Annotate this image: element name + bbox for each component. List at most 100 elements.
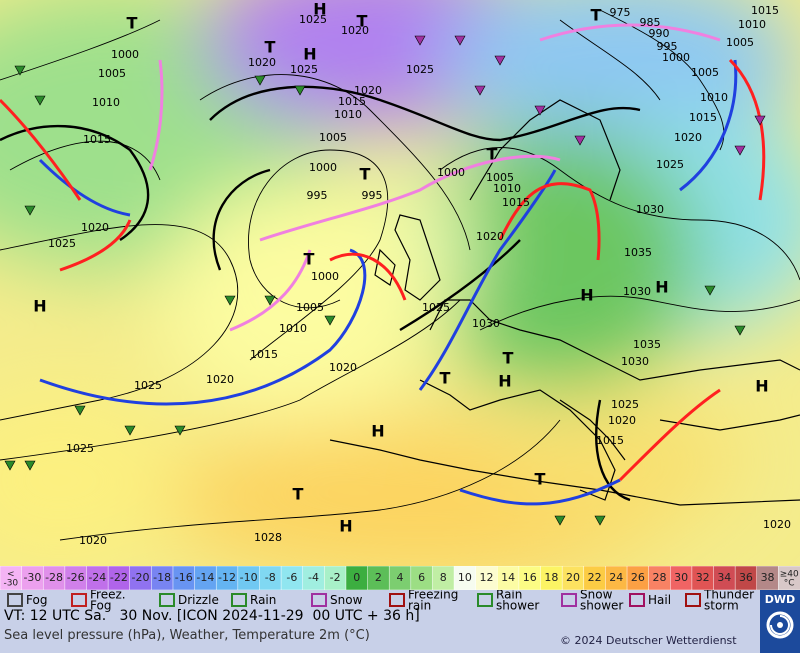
weather-symbol <box>294 85 306 96</box>
scale-label: 26 <box>631 571 645 584</box>
weather-symbol <box>494 55 506 66</box>
pressure-label: 1035 <box>624 246 652 259</box>
pressure-center: T <box>127 14 138 33</box>
pressure-center: T <box>293 485 304 504</box>
pressure-label: 1030 <box>636 203 664 216</box>
scale-label: -24 <box>88 571 106 584</box>
scale-label: 36 <box>739 571 753 584</box>
pressure-label: 1030 <box>621 355 649 368</box>
pressure-label: 1020 <box>608 414 636 427</box>
color-scale: < -30 -30 -28 -26 -24 -22 -20 -18 -16 -14 -12 -10 -8-… <box>0 566 800 590</box>
pressure-label: 1025 <box>299 13 327 26</box>
pressure-label: 1010 <box>493 182 521 195</box>
pressure-label: 1020 <box>341 24 369 37</box>
weather-symbol <box>324 315 336 326</box>
pressure-center: T <box>360 165 371 184</box>
pressure-center: T <box>265 38 276 57</box>
pressure-center: H <box>498 372 511 391</box>
scale-label: 22 <box>588 571 602 584</box>
legend-icon <box>477 593 493 607</box>
scale-label: -16 <box>175 571 193 584</box>
scale-label: -26 <box>67 571 85 584</box>
weather-symbol <box>574 135 586 146</box>
description: Sea level pressure (hPa), Weather, Tempe… <box>4 628 370 643</box>
scale-label: 8 <box>440 571 447 584</box>
scale-label: -8 <box>265 571 276 584</box>
weather-symbol <box>124 425 136 436</box>
weather-symbol <box>24 460 36 471</box>
scale-label: 32 <box>696 571 710 584</box>
legend-icon <box>629 593 645 607</box>
pressure-label: 1020 <box>248 56 276 69</box>
pressure-label: 1025 <box>406 63 434 76</box>
scale-label: 18 <box>544 571 558 584</box>
scale-label: 4 <box>397 571 404 584</box>
scale-label: -20 <box>132 571 150 584</box>
pressure-label: 1005 <box>319 131 347 144</box>
pressure-label: 1025 <box>48 237 76 250</box>
weather-symbol <box>24 205 36 216</box>
pressure-label: 1005 <box>98 67 126 80</box>
scale-label: 28 <box>652 571 666 584</box>
pressure-center: T <box>304 250 315 269</box>
legend-icon <box>159 593 175 607</box>
pressure-center: T <box>357 12 368 31</box>
pressure-label: 995 <box>657 40 678 53</box>
legend-icon <box>685 593 701 607</box>
pressure-label: 995 <box>362 189 383 202</box>
pressure-label: 1005 <box>486 171 514 184</box>
pressure-label: 1015 <box>338 95 366 108</box>
legend-label: Rain shower <box>496 590 539 612</box>
weather-symbol <box>74 405 86 416</box>
pressure-label: 1020 <box>206 373 234 386</box>
legend-icon <box>311 593 327 607</box>
pressure-label: 1030 <box>623 285 651 298</box>
legend-icon <box>389 593 405 607</box>
scale-label: 12 <box>479 571 493 584</box>
pressure-center: H <box>371 422 384 441</box>
legend-label: Snow <box>330 593 363 607</box>
temperature-field <box>0 0 800 566</box>
scale-label: -6 <box>286 571 297 584</box>
pressure-center: H <box>580 286 593 305</box>
major-isobars <box>0 85 641 502</box>
pressure-label: 1025 <box>656 158 684 171</box>
pressure-label: 985 <box>640 16 661 29</box>
pressure-center: T <box>591 6 602 25</box>
pressure-label: 1015 <box>250 348 278 361</box>
weather-symbol <box>414 35 426 46</box>
pressure-center: H <box>313 0 326 19</box>
scale-label: -28 <box>45 571 63 584</box>
pressure-center: H <box>755 377 768 396</box>
legend: Fog Freez. Fog Drizzle Rain Snow Freezing rain R… <box>7 590 754 612</box>
pressure-center: H <box>339 517 352 536</box>
weather-symbol <box>734 145 746 156</box>
pressure-label: 1015 <box>83 133 111 146</box>
weather-symbol <box>474 85 486 96</box>
fronts <box>0 23 766 506</box>
logo-text: DWD <box>764 593 796 606</box>
pressure-label: 1015 <box>596 434 624 447</box>
pressure-label: 1005 <box>726 36 754 49</box>
pressure-label: 1020 <box>79 534 107 547</box>
pressure-label: 1025 <box>290 63 318 76</box>
weather-symbol <box>534 105 546 116</box>
pressure-label: 1015 <box>689 111 717 124</box>
scale-label: < -30 <box>3 569 18 588</box>
pressure-label: 1000 <box>662 51 690 64</box>
pressure-label: 1025 <box>134 379 162 392</box>
pressure-label: 1028 <box>254 531 282 544</box>
copyright: © 2024 Deutscher Wetterdienst <box>560 634 737 647</box>
pressure-label: 1020 <box>329 361 357 374</box>
scale-label: 2 <box>375 571 382 584</box>
scale-label: 0 <box>353 571 360 584</box>
pressure-label: 1020 <box>674 131 702 144</box>
legend-label: Hail <box>648 593 671 607</box>
weather-symbol <box>554 515 566 526</box>
scale-label: -12 <box>218 571 236 584</box>
valid-time: VT: 12 UTC Sa. 30 Nov. [ICON 2024-11-29 … <box>4 608 420 624</box>
pressure-label: 1010 <box>334 108 362 121</box>
scale-label: 10 <box>458 571 472 584</box>
pressure-label: 1000 <box>311 270 339 283</box>
scale-label: 14 <box>501 571 515 584</box>
